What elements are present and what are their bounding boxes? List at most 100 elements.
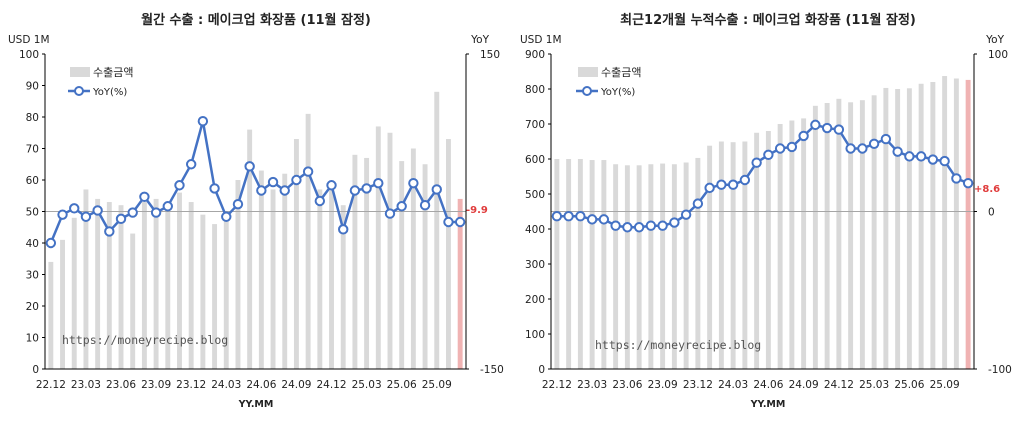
x-tick-label: 24.12: [824, 379, 854, 391]
export-bar: [777, 124, 783, 369]
export-bar: [695, 157, 701, 369]
yoy-point: [645, 220, 657, 231]
export-bar: [812, 105, 818, 370]
yoy-point: [349, 185, 361, 196]
export-bar: [48, 261, 54, 369]
x-tick-label: 25.06: [894, 379, 924, 391]
yoy-point: [139, 191, 150, 203]
export-bar: [566, 159, 572, 369]
export-bar: [200, 214, 206, 369]
yoy-point: [633, 222, 645, 233]
x-tick-label: 25.09: [930, 379, 960, 391]
yoy-point: [680, 209, 692, 220]
yoy-point: [786, 141, 798, 153]
yoy-point: [185, 159, 197, 170]
export-bar: [457, 198, 463, 369]
monthly-export-chart-svg: 월간 수출 : 메이크업 화장품 (11월 잠정) USD 1M YoY YY.…: [8, 12, 504, 410]
legend-line-label: YoY(%): [92, 87, 127, 98]
y-tick-label: 90: [26, 81, 39, 93]
export-bar: [824, 103, 830, 369]
export-bar: [707, 145, 713, 369]
yoy-point: [751, 157, 762, 168]
right-axis-unit: YoY: [470, 34, 489, 46]
yoy-point: [868, 138, 880, 149]
export-bar: [859, 100, 865, 369]
export-bar: [141, 202, 147, 369]
export-bar: [375, 126, 381, 369]
export-bar: [130, 233, 136, 369]
yoy-point: [150, 207, 162, 218]
yoy-point: [892, 146, 903, 157]
x-tick-label: 24.12: [316, 379, 346, 391]
yoy-point: [551, 211, 563, 222]
yoy-point: [361, 183, 372, 194]
export-bar: [106, 202, 112, 369]
x-tick-label: 22.12: [542, 379, 572, 391]
export-bar: [247, 129, 253, 369]
legend-bar-swatch: [70, 67, 90, 77]
yoy-point: [302, 166, 314, 177]
y-tick-label: 0: [538, 364, 545, 376]
watermark: https://moneyrecipe.blog: [595, 338, 761, 352]
yoy-point: [256, 185, 267, 196]
x-axis-label: YY.MM: [750, 399, 786, 410]
legend-line-label: YoY(%): [600, 87, 635, 98]
yoy-point: [221, 211, 232, 222]
chart-title: 월간 수출 : 메이크업 화장품 (11월 잠정): [141, 12, 371, 28]
monthly-export-chart: 월간 수출 : 메이크업 화장품 (11월 잠정) USD 1M YoY YY.…: [8, 12, 504, 410]
x-tick-label: 22.12: [36, 379, 66, 391]
yoy-point: [951, 173, 962, 184]
yoy-point: [880, 133, 892, 145]
export-bar: [305, 113, 311, 369]
y-tick-label: 50: [26, 207, 39, 219]
y2-tick-label: 150: [480, 49, 500, 61]
export-bar: [671, 164, 677, 369]
export-bar: [636, 165, 642, 369]
y-tick-label: 80: [26, 112, 39, 124]
yoy-point: [657, 220, 668, 231]
yoy-point: [798, 130, 809, 142]
export-bar: [754, 132, 760, 369]
export-bar: [95, 198, 101, 369]
last-value-annotation: +8.6: [974, 184, 1000, 195]
yoy-point: [127, 207, 138, 218]
x-tick-label: 24.06: [753, 379, 783, 391]
yoy-point: [373, 177, 384, 189]
legend-bar-swatch: [578, 67, 598, 77]
legend-bar-label: 수출금액: [93, 66, 133, 79]
watermark: https://moneyrecipe.blog: [62, 333, 228, 347]
right-axis-unit: YoY: [985, 34, 1004, 46]
y-tick-label: 900: [525, 49, 545, 61]
export-bar: [871, 95, 877, 370]
yoy-point: [845, 143, 856, 154]
x-tick-label: 25.06: [387, 379, 417, 391]
yoy-point: [939, 155, 950, 167]
x-tick-label: 25.03: [352, 379, 382, 391]
export-bar: [410, 148, 416, 369]
y-tick-label: 700: [525, 119, 545, 131]
yoy-point: [739, 174, 751, 186]
yoy-point: [209, 183, 220, 194]
yoy-point: [821, 122, 833, 134]
export-bar: [282, 173, 288, 369]
yoy-point: [727, 179, 739, 190]
export-bar: [930, 82, 936, 369]
export-bar: [801, 118, 807, 370]
export-bar: [589, 160, 595, 369]
y-tick-label: 0: [32, 364, 39, 376]
plot-area: [42, 53, 469, 370]
legend-line-marker: [582, 86, 592, 96]
yoy-point: [232, 198, 244, 210]
yoy-point: [174, 180, 185, 191]
yoy-point: [326, 180, 337, 191]
y-tick-label: 600: [525, 154, 545, 166]
yoy-point: [833, 124, 845, 135]
y-tick-label: 100: [19, 49, 39, 61]
yoy-point: [244, 161, 255, 172]
export-bar: [953, 78, 959, 369]
yoy-point: [857, 143, 868, 154]
yoy-point: [279, 185, 290, 196]
export-bar: [718, 141, 724, 369]
x-tick-label: 25.03: [859, 379, 889, 391]
export-bar: [895, 89, 901, 369]
